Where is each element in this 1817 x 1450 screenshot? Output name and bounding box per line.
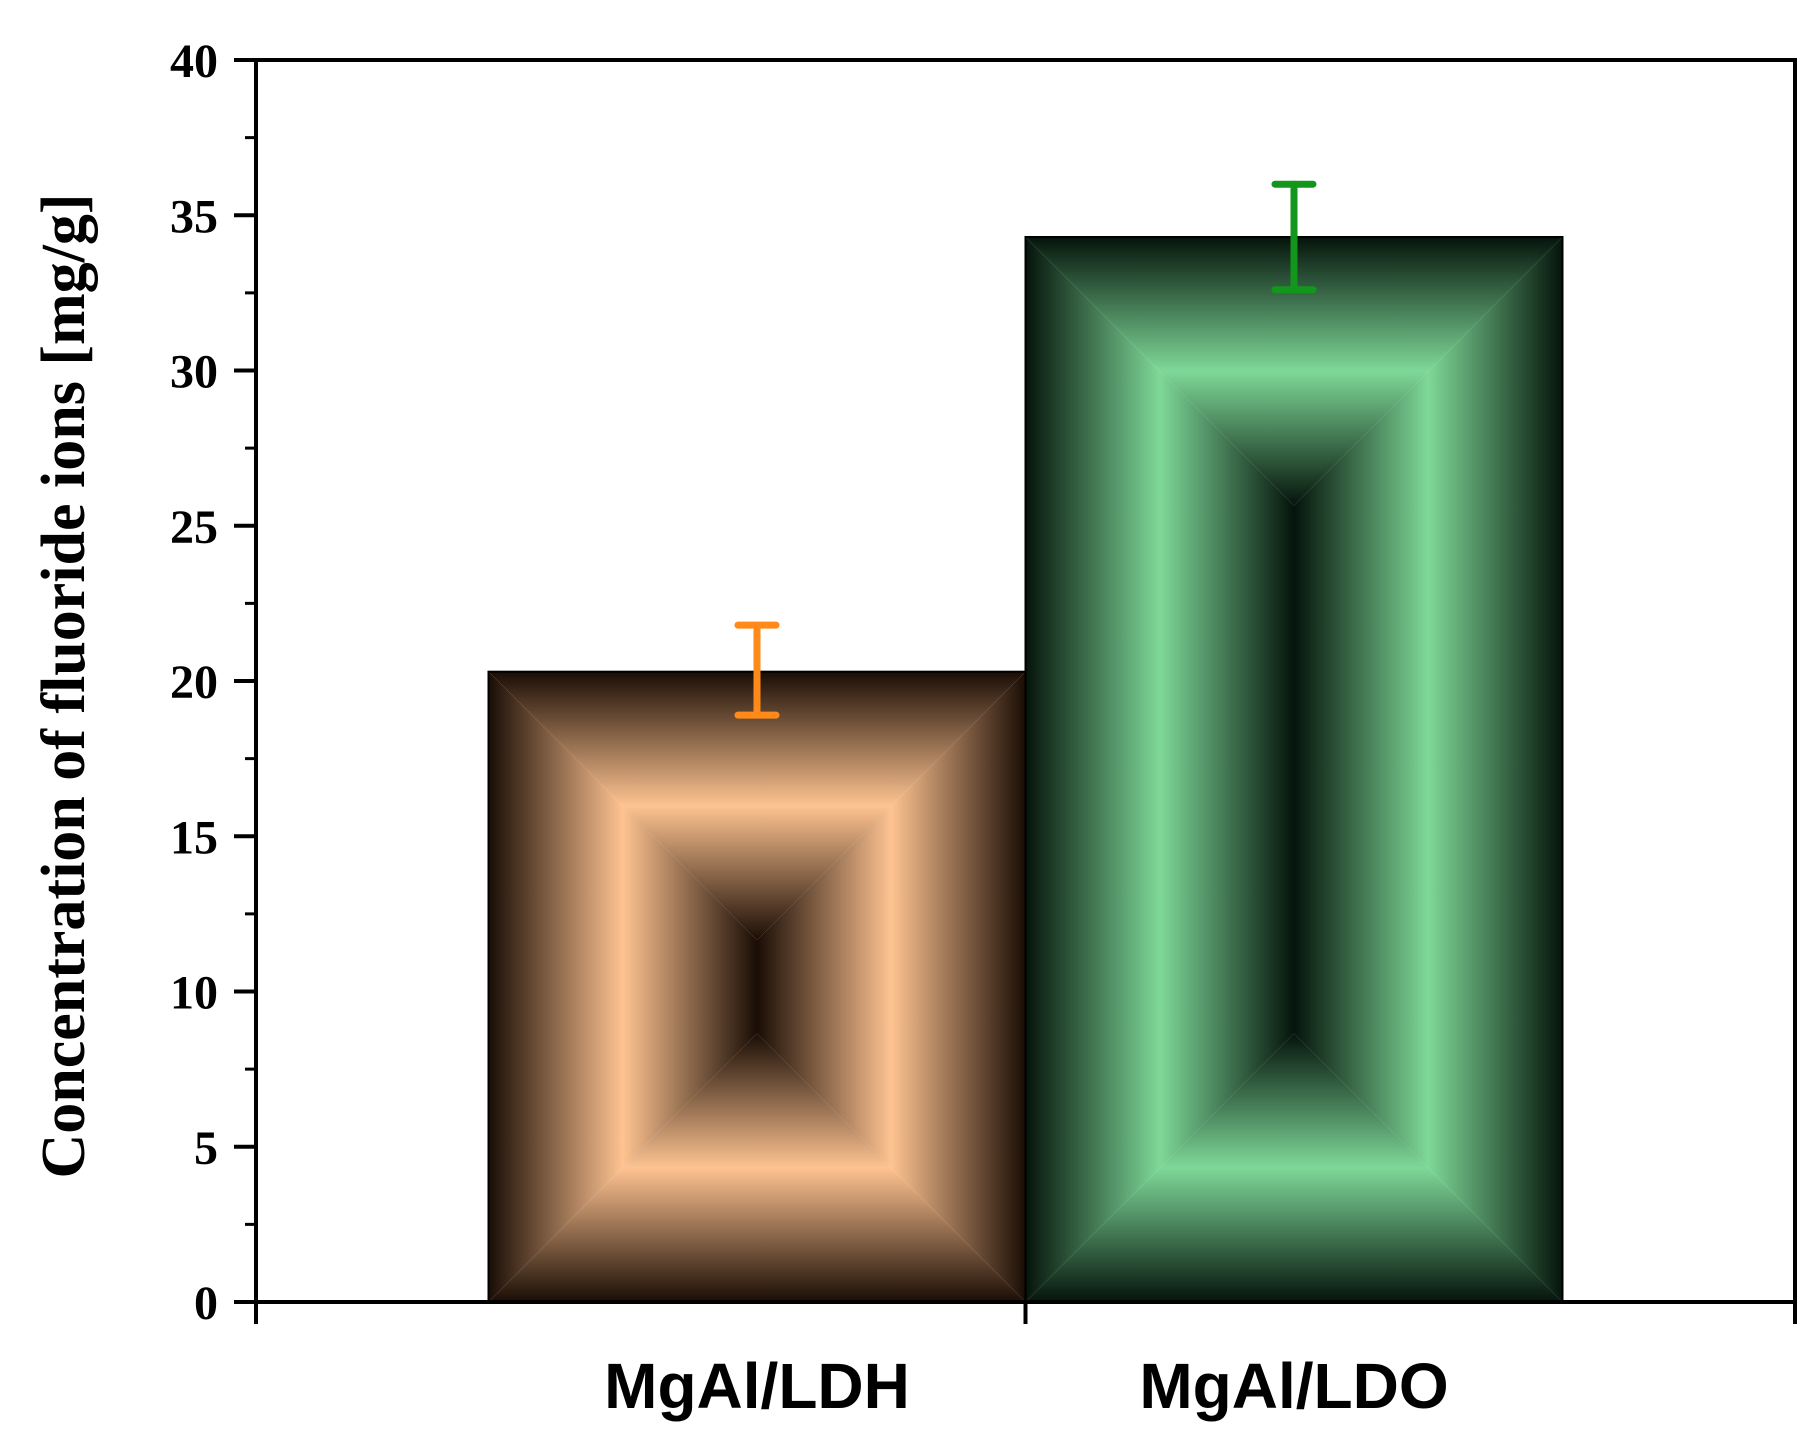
y-tick-label: 20	[170, 656, 218, 709]
y-tick-label: 30	[170, 346, 218, 399]
y-tick-label: 0	[194, 1277, 218, 1330]
bar-face-right	[1294, 236, 1563, 1303]
y-tick-label: 15	[170, 811, 218, 864]
x-tick-label: MgAl/LDO	[1139, 1350, 1448, 1422]
axes-layer	[234, 58, 1797, 1324]
y-tick-label: 5	[194, 1122, 218, 1175]
x-tick-label: MgAl/LDH	[604, 1350, 910, 1422]
y-tick-label: 35	[170, 190, 218, 243]
y-axis-title: Concentration of fluoride ions [mg/g]	[30, 193, 98, 1178]
bar-face-bottom	[488, 1033, 1026, 1302]
bar-face-left	[488, 671, 757, 1302]
bar-face-bottom	[1025, 1033, 1563, 1302]
bar-face-right	[757, 671, 1026, 1302]
bar-mgal-ldh	[487, 670, 1027, 1303]
y-tick-label: 40	[170, 35, 218, 88]
bar-face-top	[1025, 236, 1563, 506]
labels-layer: Concentration of fluoride ions [mg/g] Mg…	[30, 35, 1449, 1422]
bar-mgal-ldo	[1024, 235, 1564, 1304]
bar-face-left	[1025, 236, 1294, 1303]
y-tick-label: 10	[170, 967, 218, 1020]
bar-face-top	[488, 671, 1026, 941]
error-bar-mgal-ldh	[734, 621, 780, 719]
error-bars-layer	[734, 180, 1317, 719]
y-tick-label: 25	[170, 501, 218, 554]
bars-layer	[487, 235, 1564, 1304]
error-bar-mgal-ldo	[1271, 180, 1317, 294]
